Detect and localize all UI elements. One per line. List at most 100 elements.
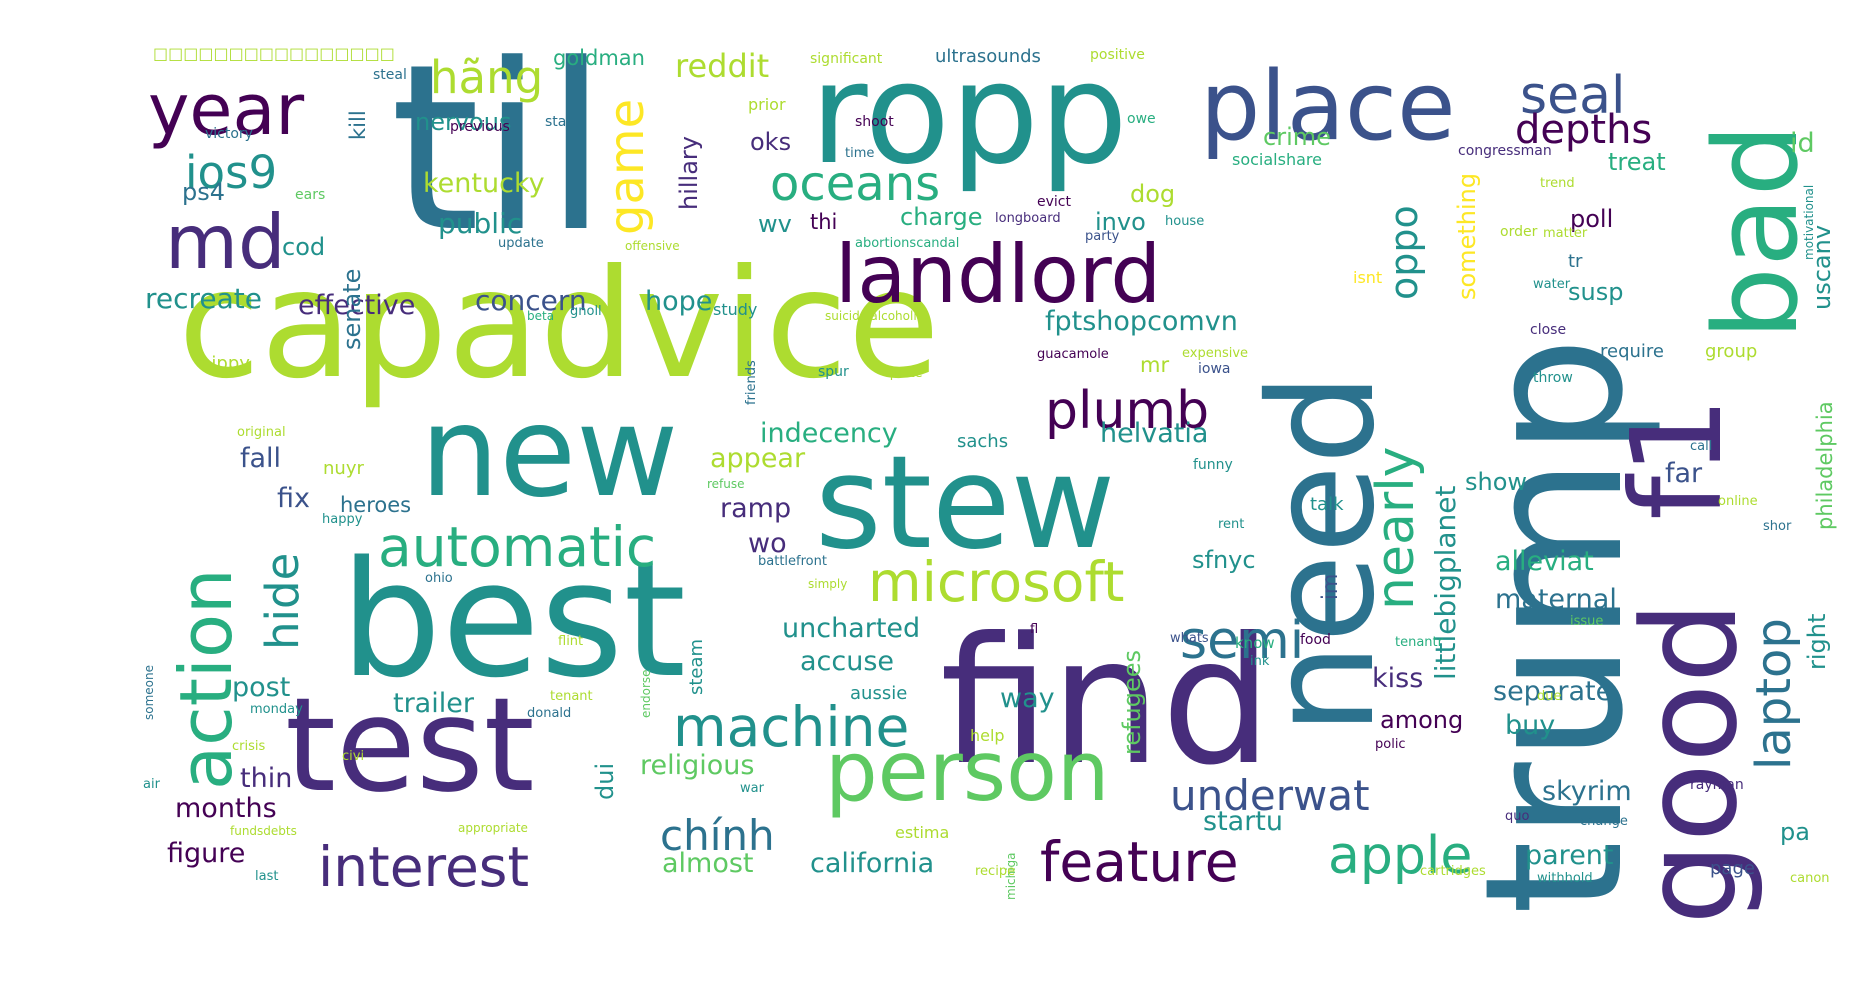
- word-philadelphia: philadelphia: [1813, 401, 1837, 530]
- word-effective: effective: [298, 290, 416, 321]
- word-best: best: [340, 526, 687, 713]
- word-poll: poll: [1570, 205, 1614, 233]
- word-canon: canon: [1790, 871, 1830, 886]
- word-show: show: [1465, 468, 1528, 496]
- word-appropriate: appropriate: [458, 821, 528, 835]
- word-someone: someone: [142, 665, 156, 720]
- word-ios9: ios9: [185, 146, 278, 199]
- word-update: update: [498, 236, 544, 251]
- word-parent: parent: [1525, 840, 1614, 871]
- word-place: place: [1200, 52, 1456, 162]
- word-treat: treat: [1608, 148, 1666, 176]
- word-depths: depths: [1515, 107, 1653, 153]
- word-aussie: aussie: [850, 683, 908, 704]
- word-fall: fall: [240, 443, 282, 474]
- word-matter: matter: [1543, 226, 1588, 241]
- word-apple: apple: [1328, 826, 1473, 886]
- word-reddit: reddit: [675, 47, 770, 85]
- word-littlebig: littlebigplanet: [1429, 485, 1462, 680]
- word-significant: significant: [810, 51, 883, 67]
- word-pa: pa: [1780, 818, 1810, 846]
- word-group: group: [1705, 341, 1758, 362]
- word-capadvice: capadvice: [178, 238, 940, 412]
- word-almost: almost: [662, 848, 754, 879]
- word-hide: hide: [256, 552, 309, 650]
- word-war: war: [740, 781, 764, 796]
- word-ears: ears: [295, 187, 326, 203]
- word-post: post: [232, 672, 291, 703]
- word-whats: whats: [1170, 631, 1209, 646]
- word-figure: figure: [167, 838, 246, 869]
- word-mr: mr: [1140, 353, 1170, 377]
- word-recipe: recipe: [975, 864, 1016, 879]
- word-dog: dog: [1130, 180, 1176, 208]
- word-fptshop: fptshopcomvn: [1045, 306, 1238, 337]
- word-quote: quote: [885, 366, 923, 381]
- word-ps4: ps4: [182, 178, 226, 206]
- word-party: party: [1085, 229, 1120, 244]
- word-fix: fix: [277, 483, 310, 514]
- word-gnoll: gnoll: [570, 304, 602, 319]
- word-kentucky: kentucky: [423, 168, 545, 199]
- word-beta: beta: [527, 309, 555, 323]
- word-plumb: plumb: [1045, 381, 1210, 441]
- word-victory: victory: [205, 126, 253, 142]
- word-indecency: indecency: [760, 418, 898, 449]
- word-months: months: [175, 793, 277, 824]
- word-oks: oks: [750, 128, 792, 156]
- word-semi: semi: [1180, 611, 1305, 671]
- word-far: far: [1665, 458, 1703, 489]
- word-year: year: [148, 69, 305, 151]
- word-kill: kill: [346, 110, 370, 140]
- word-something: something: [1453, 172, 1481, 300]
- word-positive: positive: [1090, 47, 1145, 63]
- word-senate: senate: [338, 268, 366, 350]
- word-oceans: oceans: [770, 156, 941, 212]
- word-wo: wo: [748, 528, 787, 559]
- word-susp: susp: [1568, 278, 1624, 306]
- word-isnt: isnt: [1353, 268, 1383, 287]
- word-hippy: hippy: [200, 353, 250, 374]
- word-crisis: crisis: [232, 739, 266, 754]
- word-tofu: □□□□□□□□□□□□□□□□: [153, 44, 395, 63]
- word-time: time: [845, 146, 875, 161]
- word-ropp: ropp: [810, 33, 1128, 196]
- word-cod: cod: [282, 233, 326, 261]
- word-landlord: landlord: [835, 228, 1162, 321]
- word-md: md: [165, 198, 286, 286]
- word-cartridges: cartridges: [1420, 864, 1486, 879]
- word-funny: funny: [1193, 457, 1233, 473]
- word-buy: buy: [1505, 710, 1556, 741]
- word-original: original: [237, 425, 286, 440]
- word-offensive: offensive: [625, 239, 680, 253]
- word-fl: fl: [1030, 622, 1039, 637]
- word-sachs: sachs: [957, 431, 1009, 452]
- word-alleviat: alleviat: [1495, 546, 1594, 577]
- word-machine: machine: [673, 695, 910, 759]
- word-find: find: [940, 601, 1273, 804]
- word-skyrim: skyrim: [1542, 776, 1632, 807]
- word-separate: separate: [1493, 676, 1613, 707]
- word-heroes: heroes: [340, 493, 412, 517]
- word-til: til: [390, 16, 608, 283]
- word-know: know: [1235, 634, 1275, 652]
- word-ohio: ohio: [425, 571, 453, 586]
- word-monday: monday: [250, 702, 303, 717]
- word-last: last: [255, 869, 279, 884]
- word-kiss: kiss: [1372, 663, 1424, 694]
- word-expensive: expensive: [1182, 346, 1249, 361]
- word-id: id: [1790, 128, 1815, 159]
- word-guacamole: guacamole: [1037, 347, 1109, 362]
- word-polic: polic: [1375, 737, 1406, 752]
- word-refuse: refuse: [707, 477, 745, 491]
- word-estima: estima: [895, 823, 950, 842]
- word-order: order: [1500, 224, 1538, 240]
- word-startu: startu: [1203, 806, 1283, 837]
- word-ultrasounds: ultrasounds: [935, 46, 1041, 67]
- word-steam: steam: [686, 638, 707, 695]
- word-accuse: accuse: [800, 646, 895, 677]
- word-shor: shor: [1763, 519, 1792, 534]
- word-air: air: [143, 777, 160, 792]
- word-longboard: longboard: [995, 211, 1061, 226]
- word-withhold: withhold: [1537, 871, 1593, 886]
